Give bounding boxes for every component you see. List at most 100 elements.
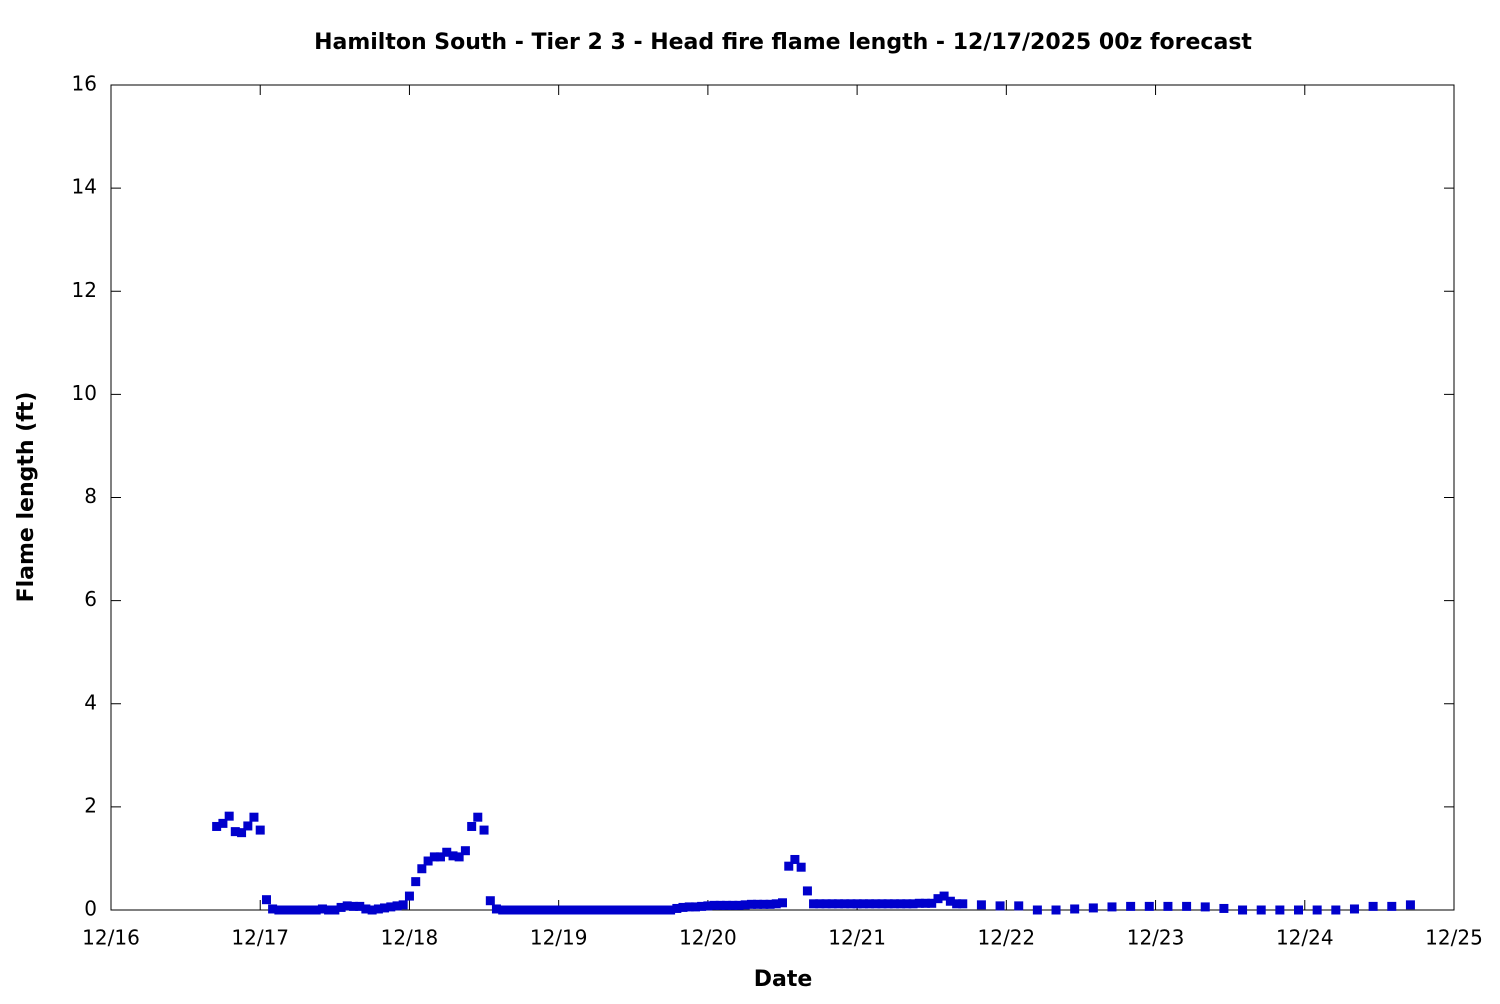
data-point (871, 899, 881, 909)
data-point (485, 896, 495, 906)
data-point (286, 905, 296, 915)
data-point (268, 904, 278, 914)
data-point (510, 905, 520, 915)
data-point (883, 899, 893, 909)
data-point (597, 905, 607, 915)
data-point (815, 899, 825, 909)
data-point (746, 899, 756, 909)
data-point (218, 818, 228, 828)
y-tick-label: 0 (84, 897, 97, 921)
data-point (802, 886, 812, 896)
x-tick-label: 12/16 (82, 926, 140, 950)
data-point (261, 895, 271, 905)
x-tick-label: 12/17 (231, 926, 289, 950)
data-point (778, 898, 787, 908)
data-point (404, 891, 414, 901)
x-tick-label: 12/22 (978, 926, 1036, 950)
data-point (1275, 905, 1285, 915)
data-point (1331, 905, 1341, 915)
data-point (1312, 905, 1322, 915)
data-point (728, 900, 738, 910)
data-point (560, 905, 570, 915)
data-point (274, 905, 284, 915)
data-point (1163, 901, 1173, 911)
data-point (212, 821, 222, 831)
data-point (1238, 905, 1248, 915)
data-point (373, 904, 383, 914)
data-point (1294, 905, 1304, 915)
y-tick-label: 10 (72, 381, 97, 405)
data-point (927, 898, 937, 908)
data-point (529, 905, 539, 915)
data-point (299, 905, 309, 915)
data-point (616, 905, 626, 915)
data-point (591, 905, 601, 915)
data-point (976, 900, 986, 910)
data-point (585, 905, 595, 915)
data-point (740, 900, 750, 910)
data-point (491, 904, 501, 914)
data-point (1219, 903, 1229, 913)
y-tick-label: 14 (72, 175, 97, 199)
data-point (697, 901, 707, 911)
data-point (448, 851, 458, 861)
data-point (653, 905, 663, 915)
data-point (933, 894, 943, 904)
data-point (1051, 905, 1061, 915)
data-point (659, 905, 669, 915)
data-point (579, 905, 589, 915)
data-point (790, 854, 800, 864)
data-point (958, 899, 968, 909)
data-point (908, 899, 918, 909)
data-point (230, 827, 240, 837)
data-point (945, 896, 955, 906)
data-point (361, 904, 371, 914)
data-point (255, 825, 265, 835)
data-point (305, 905, 315, 915)
data-point (311, 905, 321, 915)
data-point (423, 856, 433, 866)
data-point (827, 899, 837, 909)
y-tick-label: 16 (72, 72, 97, 96)
data-point (1387, 901, 1397, 911)
data-point (647, 905, 657, 915)
y-tick-label: 12 (72, 278, 97, 302)
data-point (809, 899, 819, 909)
data-point (237, 828, 247, 838)
data-point (821, 899, 831, 909)
data-point (939, 891, 949, 901)
data-point (454, 852, 464, 862)
data-point (330, 905, 340, 915)
data-point (902, 899, 912, 909)
x-tick-label: 12/20 (679, 926, 737, 950)
data-point (243, 821, 253, 831)
data-point (896, 899, 906, 909)
data-point (715, 900, 725, 910)
data-point (864, 899, 874, 909)
data-point (1144, 901, 1154, 911)
data-point (877, 899, 887, 909)
data-point (914, 898, 924, 908)
data-point (641, 905, 651, 915)
data-point (324, 905, 334, 915)
data-point (367, 905, 377, 915)
data-point (386, 902, 396, 912)
data-point (535, 905, 545, 915)
data-point (280, 905, 290, 915)
x-axis-label: Date (754, 967, 813, 992)
data-point (336, 902, 346, 912)
data-point (759, 899, 769, 909)
data-point (603, 905, 613, 915)
data-point (952, 899, 962, 909)
data-point (224, 811, 234, 821)
data-point (523, 905, 533, 915)
data-point (541, 905, 551, 915)
data-point (1126, 901, 1136, 911)
data-point (317, 904, 327, 914)
data-point (498, 905, 508, 915)
data-point (753, 899, 763, 909)
data-point (554, 905, 564, 915)
x-tick-label: 12/23 (1127, 926, 1185, 950)
data-point (722, 900, 732, 910)
